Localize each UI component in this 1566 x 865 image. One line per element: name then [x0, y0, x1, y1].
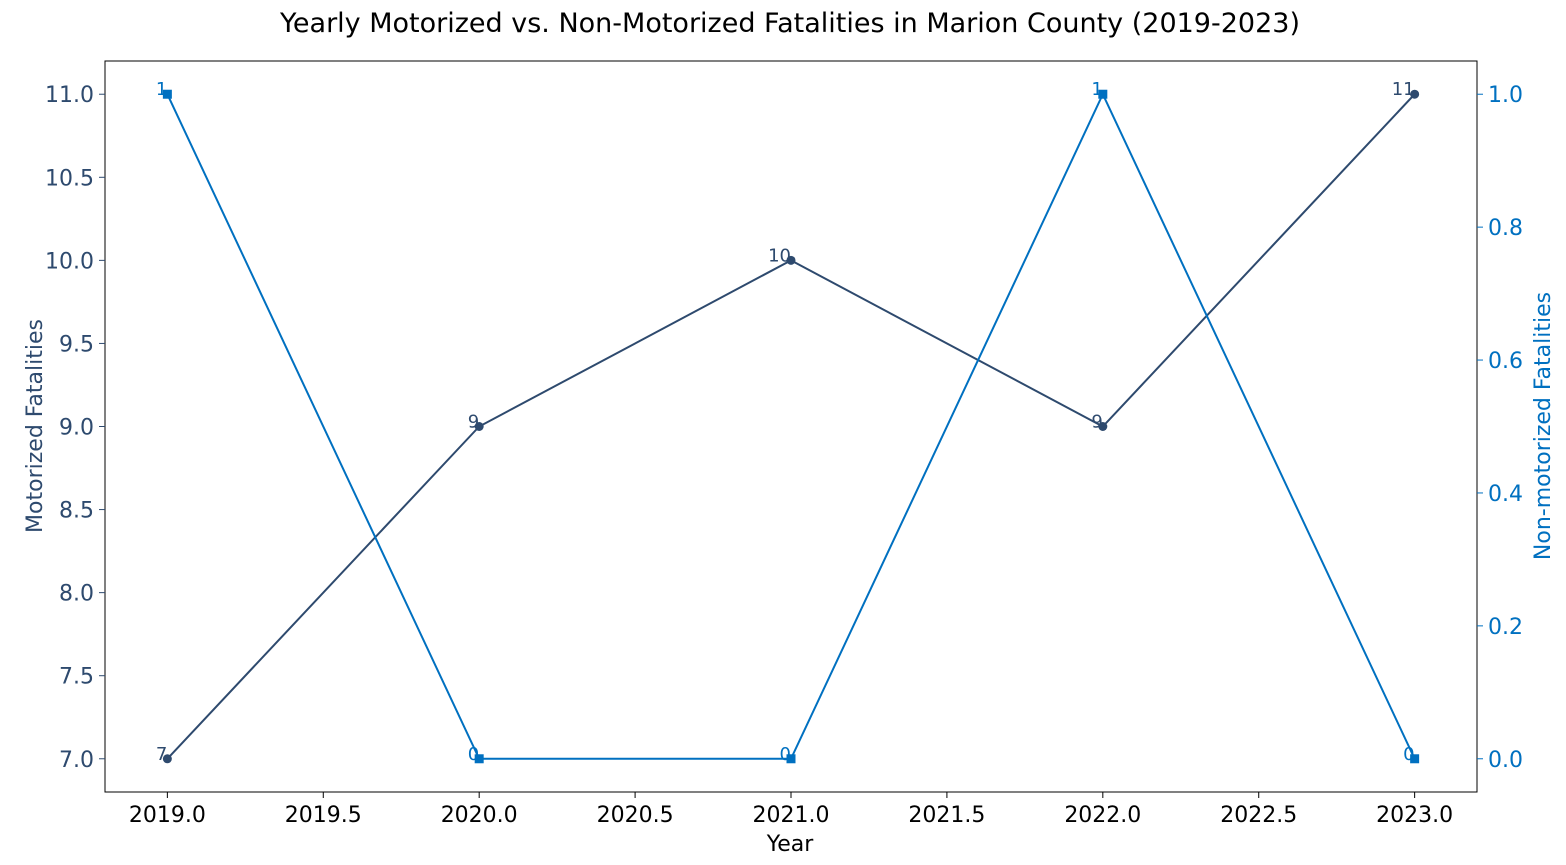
non-motorized-data-label: 0: [780, 744, 791, 765]
motorized-point: [1410, 89, 1420, 99]
left-tick-label: 10.5: [45, 166, 94, 191]
non-motorized-data-label: 0: [1403, 744, 1414, 765]
motorized-data-label: 7: [156, 744, 167, 765]
right-axis-label: Non-motorized Fatalities: [1531, 292, 1556, 560]
right-tick-label: 0.8: [1488, 216, 1523, 241]
right-tick-label: 0.2: [1488, 615, 1523, 640]
x-tick-label: 2020.5: [597, 803, 674, 828]
motorized-point: [786, 255, 796, 265]
x-tick-label: 2019.0: [129, 803, 206, 828]
non-motorized-point: [1098, 89, 1108, 99]
left-tick-label: 11.0: [45, 83, 94, 108]
non-motorized-point: [162, 89, 172, 99]
left-tick-label: 8.5: [59, 499, 94, 524]
non-motorized-point: [786, 754, 796, 764]
motorized-point: [1098, 422, 1108, 431]
x-tick-label: 2021.0: [753, 803, 830, 828]
x-tick-label: 2020.0: [441, 803, 518, 828]
left-tick-label: 8.0: [59, 582, 94, 607]
x-tick-label: 2019.5: [285, 803, 362, 828]
left-axis-ticks: 7.0 7.5 8.0 8.5 9.0 9.5 10.0 10.5 11.0: [45, 83, 105, 773]
right-tick-label: 0.4: [1488, 482, 1523, 507]
left-tick-label: 7.5: [59, 665, 94, 690]
left-tick-label: 9.5: [59, 332, 94, 357]
non-motorized-data-label: 0: [468, 744, 479, 765]
motorized-series-line: [166, 93, 1416, 760]
motorized-data-label: 9: [468, 412, 479, 433]
x-tick-label: 2023.0: [1376, 803, 1453, 828]
non-motorized-data-label: 1: [1091, 79, 1102, 100]
x-tick-label: 2022.0: [1064, 803, 1141, 828]
motorized-point: [474, 422, 484, 431]
right-tick-label: 1.0: [1488, 83, 1523, 108]
non-motorized-data-label: 1: [156, 79, 167, 100]
motorized-point: [162, 754, 172, 764]
motorized-data-label: 9: [1091, 412, 1102, 433]
x-axis-label: Year: [766, 832, 815, 857]
left-tick-label: 9.0: [59, 416, 94, 441]
non-motorized-point: [1410, 754, 1420, 764]
left-axis-label: Motorized Fatalities: [23, 319, 48, 533]
x-tick-label: 2021.5: [908, 803, 985, 828]
left-tick-label: 10.0: [45, 249, 94, 274]
motorized-data-label: 11: [1392, 79, 1415, 100]
motorized-data-label: 10: [768, 245, 791, 266]
right-tick-label: 0.0: [1488, 748, 1523, 773]
left-tick-label: 7.0: [59, 748, 94, 773]
non-motorized-series-line: [166, 91, 1416, 760]
right-tick-label: 0.6: [1488, 349, 1523, 374]
non-motorized-point: [474, 754, 484, 764]
x-axis-ticks: 2019.0 2019.5 2020.0 2020.5 2021.0 2021.5 2022…: [129, 792, 1453, 828]
right-axis-ticks: 0.0 0.2 0.4 0.6 0.8 1.0: [1477, 83, 1523, 773]
chart-title: Yearly Motorized vs. Non-Motorized Fatal…: [279, 8, 1300, 39]
x-tick-label: 2022.5: [1220, 803, 1297, 828]
plot-area-frame: [104, 60, 1478, 793]
